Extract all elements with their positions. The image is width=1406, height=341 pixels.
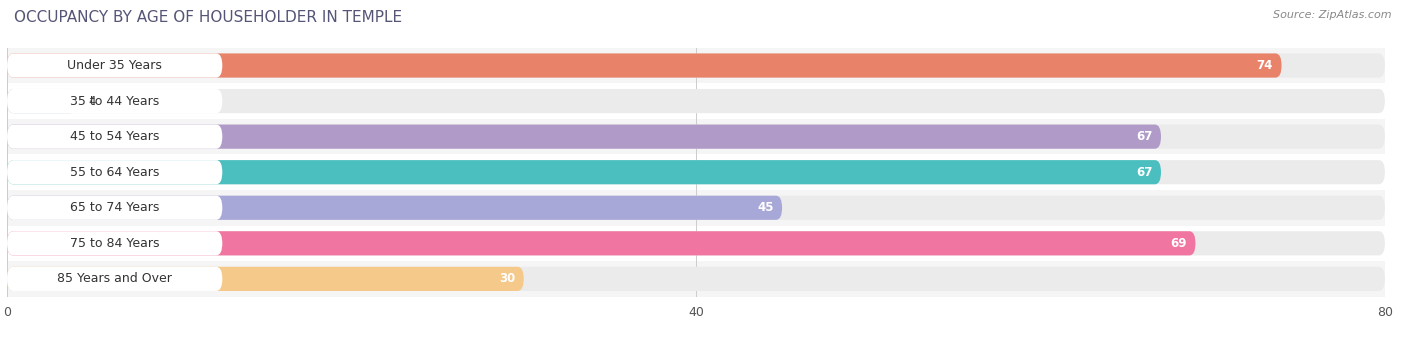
- FancyBboxPatch shape: [7, 231, 1385, 255]
- Text: OCCUPANCY BY AGE OF HOUSEHOLDER IN TEMPLE: OCCUPANCY BY AGE OF HOUSEHOLDER IN TEMPL…: [14, 10, 402, 25]
- FancyBboxPatch shape: [7, 231, 1195, 255]
- Text: Under 35 Years: Under 35 Years: [67, 59, 162, 72]
- Text: 45: 45: [756, 201, 773, 214]
- FancyBboxPatch shape: [7, 89, 1385, 113]
- Bar: [7, 154, 1385, 190]
- Bar: [7, 83, 1385, 119]
- FancyBboxPatch shape: [7, 160, 1161, 184]
- FancyBboxPatch shape: [7, 196, 782, 220]
- Text: 67: 67: [1136, 166, 1153, 179]
- FancyBboxPatch shape: [7, 124, 1385, 149]
- Bar: [7, 190, 1385, 225]
- FancyBboxPatch shape: [7, 196, 222, 220]
- FancyBboxPatch shape: [7, 54, 1282, 78]
- Text: 74: 74: [1257, 59, 1272, 72]
- FancyBboxPatch shape: [7, 231, 222, 255]
- FancyBboxPatch shape: [7, 267, 222, 291]
- Text: 75 to 84 Years: 75 to 84 Years: [70, 237, 159, 250]
- Text: 4: 4: [89, 94, 96, 107]
- FancyBboxPatch shape: [7, 124, 1161, 149]
- Bar: [7, 119, 1385, 154]
- FancyBboxPatch shape: [7, 160, 222, 184]
- FancyBboxPatch shape: [7, 89, 76, 113]
- Text: 35 to 44 Years: 35 to 44 Years: [70, 94, 159, 107]
- FancyBboxPatch shape: [7, 54, 1385, 78]
- Text: 85 Years and Over: 85 Years and Over: [58, 272, 172, 285]
- Bar: [7, 48, 1385, 83]
- Text: 45 to 54 Years: 45 to 54 Years: [70, 130, 159, 143]
- Bar: [7, 225, 1385, 261]
- FancyBboxPatch shape: [7, 124, 222, 149]
- FancyBboxPatch shape: [7, 54, 222, 78]
- Text: 69: 69: [1170, 237, 1187, 250]
- FancyBboxPatch shape: [7, 267, 1385, 291]
- Text: 55 to 64 Years: 55 to 64 Years: [70, 166, 159, 179]
- FancyBboxPatch shape: [7, 160, 1385, 184]
- Text: 30: 30: [499, 272, 515, 285]
- Bar: [7, 261, 1385, 297]
- Text: 67: 67: [1136, 130, 1153, 143]
- Text: Source: ZipAtlas.com: Source: ZipAtlas.com: [1274, 10, 1392, 20]
- Text: 65 to 74 Years: 65 to 74 Years: [70, 201, 159, 214]
- FancyBboxPatch shape: [7, 196, 1385, 220]
- FancyBboxPatch shape: [7, 89, 222, 113]
- FancyBboxPatch shape: [7, 267, 524, 291]
